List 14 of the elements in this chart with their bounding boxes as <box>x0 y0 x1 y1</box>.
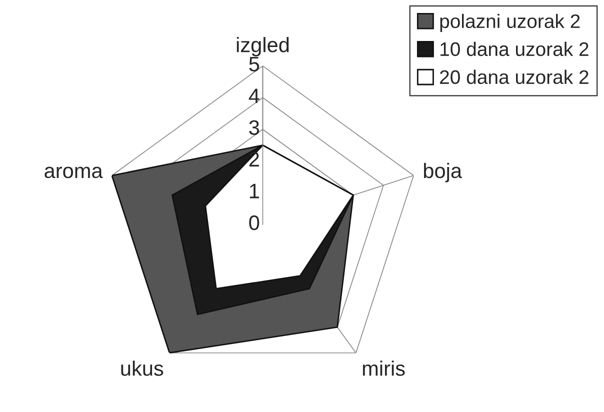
legend-label: 20 dana uzorak 2 <box>440 70 588 84</box>
y-tick-label: 4 <box>248 88 260 104</box>
legend-label: polazni uzorak 2 <box>440 14 580 32</box>
spoke-label: boja <box>424 162 462 182</box>
y-tick-label: 0 <box>249 215 260 230</box>
y-tick-label: 2 <box>249 152 259 166</box>
spoke-label: ukus <box>121 360 164 376</box>
spoke-label: aroma <box>44 166 103 178</box>
y-tick-label: 1 <box>250 184 259 198</box>
y-tick-label: 5 <box>249 56 260 72</box>
spoke-label: miris <box>362 360 405 376</box>
legend-label: 10 dana uzorak 2 <box>440 42 588 56</box>
spoke-label: izgled <box>236 36 289 56</box>
y-tick-label: 3 <box>249 120 260 135</box>
